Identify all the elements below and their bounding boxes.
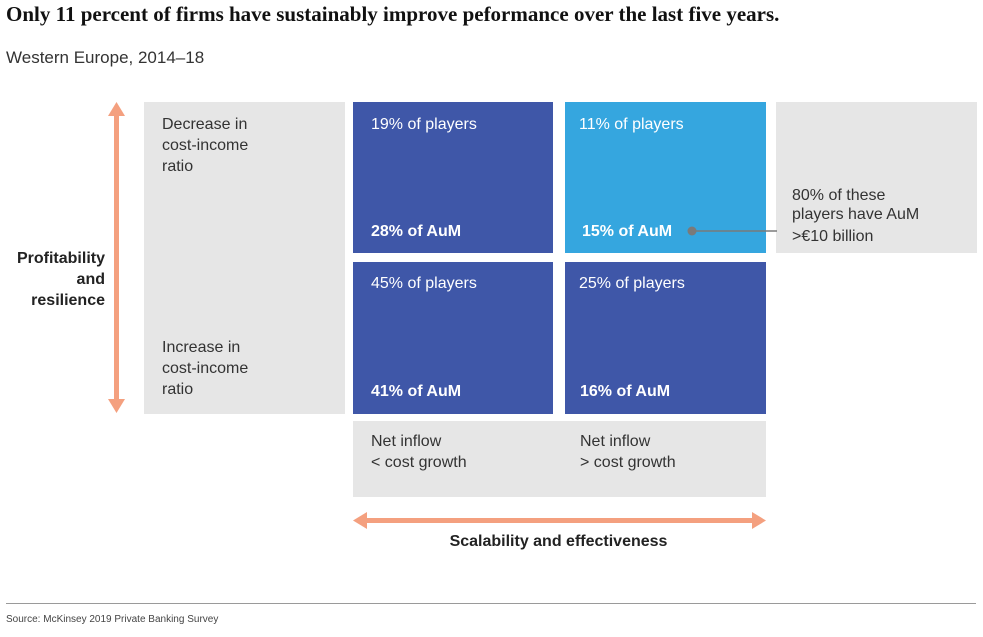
- quadrant-players-label: 25% of players: [579, 275, 685, 292]
- y-axis-category-panel: [144, 102, 345, 414]
- quadrant-top-right: 11% of players 15% of AuM: [565, 102, 766, 253]
- quadrant-players-label: 19% of players: [371, 116, 477, 133]
- callout-text: 80% of these players have AuM >€10 billi…: [792, 187, 920, 245]
- x-axis-arrow: [353, 512, 766, 529]
- y-top-category-label: Decrease in cost-income ratio: [162, 116, 249, 175]
- callout-panel: [776, 102, 977, 253]
- x-left-category-label: Net inflow < cost growth: [371, 433, 467, 471]
- quadrant-bottom-right: 25% of players 16% of AuM: [565, 262, 766, 414]
- quadrant-top-left: 19% of players 28% of AuM: [353, 102, 553, 253]
- quadrant-bottom-left: 45% of players 41% of AuM: [353, 262, 553, 414]
- quadrant-aum-label: 28% of AuM: [371, 223, 462, 240]
- quadrant-aum-label: 41% of AuM: [371, 383, 462, 400]
- source-note: Source: McKinsey 2019 Private Banking Su…: [6, 614, 219, 625]
- chart-title: Only 11 percent of firms have sustainabl…: [6, 2, 780, 26]
- quadrant-players-label: 11% of players: [579, 116, 684, 133]
- footer-divider: [6, 603, 976, 604]
- y-bottom-category-label: Increase in cost-income ratio: [162, 339, 249, 398]
- x-axis-category-panel: [353, 421, 766, 497]
- quadrant-aum-label: 15% of AuM: [582, 223, 673, 240]
- quadrant-players-label: 45% of players: [371, 275, 477, 292]
- chart-subtitle: Western Europe, 2014–18: [6, 48, 205, 67]
- callout-connector: [687, 226, 777, 236]
- quadrant-aum-label: 16% of AuM: [580, 383, 671, 400]
- y-axis-arrow: [108, 102, 125, 413]
- x-right-category-label: Net inflow > cost growth: [580, 433, 676, 471]
- x-axis-label: Scalability and effectiveness: [449, 533, 668, 550]
- y-axis-label: Profitability and resilience: [16, 250, 105, 309]
